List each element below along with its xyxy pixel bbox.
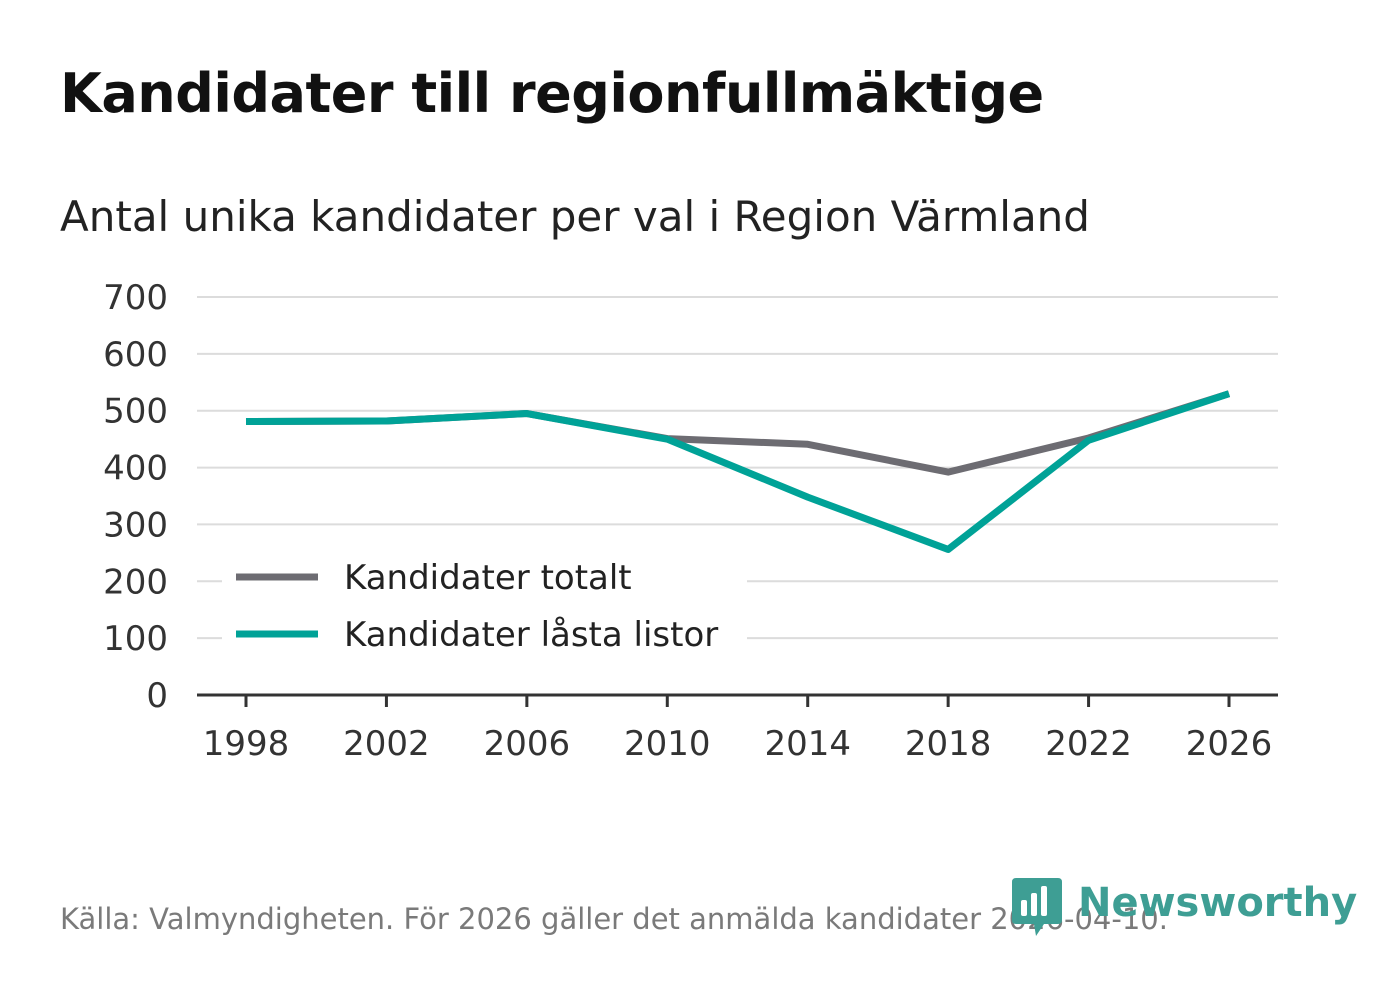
series-lines: [245, 390, 1231, 553]
x-tick-label-1998: 1998: [203, 724, 290, 764]
axes: 0 100 200 300 400 500 600 700 1998 2002 2006 2010 20…: [103, 278, 1278, 764]
x-tick-label-2026: 2026: [1186, 724, 1273, 764]
y-tick-label-300: 300: [103, 505, 168, 545]
y-tick-label-400: 400: [103, 449, 168, 489]
series-line-1: [245, 390, 1231, 476]
x-tick-label-2022: 2022: [1045, 724, 1132, 764]
brand-name: Newsworthy: [1078, 880, 1358, 926]
bar-chart-speech-bubble-icon: [1012, 878, 1062, 936]
x-tick-label-2010: 2010: [624, 724, 711, 764]
x-tick-label-2018: 2018: [905, 724, 992, 764]
y-tick-label-600: 600: [103, 335, 168, 375]
brand-logo: Newsworthy: [1012, 878, 1357, 938]
y-tick-label-200: 200: [103, 562, 168, 602]
chart-title: Kandidater till regionfullmäktige: [60, 62, 1044, 125]
series-line-2: [245, 390, 1231, 553]
legend-label-1: Kandidater totalt: [344, 558, 632, 598]
chart-subtitle: Antal unika kandidater per val i Region …: [60, 192, 1090, 241]
y-tick-label-700: 700: [103, 278, 168, 318]
source-note: Källa: Valmyndigheten. För 2026 gäller d…: [60, 902, 1168, 936]
legend-label-2: Kandidater låsta listor: [344, 615, 718, 655]
y-tick-label-0: 0: [146, 676, 168, 716]
x-tick-label-2002: 2002: [343, 724, 430, 764]
x-tick-label-2014: 2014: [764, 724, 851, 764]
legend-background: [222, 548, 747, 658]
x-tick-label-2006: 2006: [484, 724, 571, 764]
y-tick-label-100: 100: [103, 619, 168, 659]
y-tick-label-500: 500: [103, 392, 168, 432]
legend: Kandidater totalt Kandidater låsta listor: [222, 548, 747, 658]
